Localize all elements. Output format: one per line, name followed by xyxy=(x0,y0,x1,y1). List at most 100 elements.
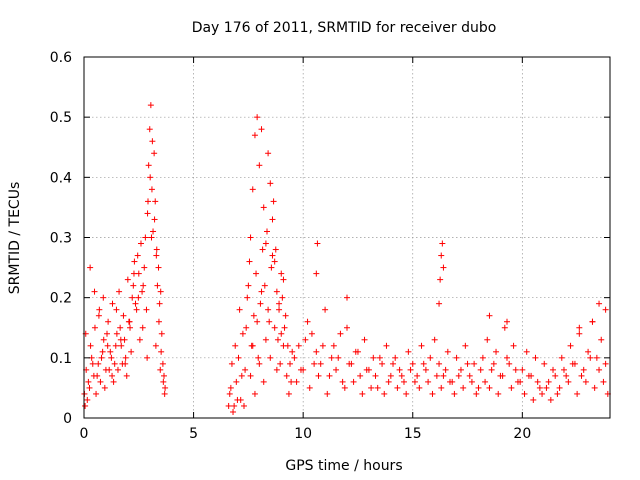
data-point xyxy=(262,336,269,343)
data-point xyxy=(100,294,107,301)
data-point xyxy=(337,330,344,337)
data-point xyxy=(108,354,115,361)
data-point xyxy=(534,378,541,385)
data-point xyxy=(431,336,438,343)
data-point xyxy=(536,384,543,391)
data-point xyxy=(330,342,337,349)
data-point xyxy=(328,354,335,361)
data-point xyxy=(468,378,475,385)
data-point xyxy=(136,336,143,343)
data-point xyxy=(591,384,598,391)
y-axis-title: SRMTID / TECUs xyxy=(7,182,23,295)
data-point xyxy=(126,318,133,325)
data-point xyxy=(523,348,530,355)
data-point xyxy=(530,396,537,403)
data-point xyxy=(254,318,261,325)
data-point xyxy=(258,288,265,295)
data-point xyxy=(451,390,458,397)
data-point xyxy=(357,372,364,379)
data-point xyxy=(95,312,102,319)
data-point xyxy=(239,330,246,337)
data-point xyxy=(409,360,416,367)
data-point xyxy=(405,348,412,355)
data-point xyxy=(569,360,576,367)
data-point xyxy=(453,354,460,361)
data-point xyxy=(324,390,331,397)
data-point xyxy=(484,336,491,343)
data-point xyxy=(269,216,276,223)
data-point xyxy=(519,366,526,373)
data-point xyxy=(427,354,434,361)
data-point xyxy=(438,384,445,391)
data-point xyxy=(159,360,166,367)
data-point xyxy=(89,360,96,367)
data-point xyxy=(444,348,451,355)
data-point xyxy=(113,306,120,313)
data-point xyxy=(158,330,165,337)
data-point xyxy=(141,264,148,271)
data-point xyxy=(117,324,124,331)
data-point xyxy=(308,330,315,337)
data-point xyxy=(106,366,113,373)
data-point xyxy=(246,258,253,265)
data-point xyxy=(473,390,480,397)
data-point xyxy=(289,348,296,355)
data-point xyxy=(140,282,147,289)
data-point xyxy=(285,390,292,397)
data-point xyxy=(149,138,156,145)
data-point xyxy=(144,198,151,205)
data-point xyxy=(157,366,164,373)
data-point xyxy=(394,384,401,391)
data-point xyxy=(244,294,251,301)
data-point xyxy=(439,240,446,247)
data-point xyxy=(145,162,152,169)
data-point xyxy=(273,288,280,295)
data-point xyxy=(287,360,294,367)
data-point xyxy=(228,360,235,367)
data-point xyxy=(109,372,116,379)
data-point xyxy=(587,354,594,361)
data-point xyxy=(111,360,118,367)
data-point xyxy=(580,366,587,373)
data-point xyxy=(499,372,506,379)
data-point xyxy=(288,378,295,385)
data-point xyxy=(158,348,165,355)
y-tick-label: 0 xyxy=(63,411,72,427)
data-point xyxy=(130,270,137,277)
data-point xyxy=(554,390,561,397)
data-point xyxy=(91,324,98,331)
data-point xyxy=(385,378,392,385)
data-point xyxy=(281,324,288,331)
data-point xyxy=(411,378,418,385)
data-point xyxy=(512,366,519,373)
data-point xyxy=(148,186,155,193)
data-point xyxy=(521,390,528,397)
data-point xyxy=(250,312,257,319)
data-point xyxy=(86,384,93,391)
data-point xyxy=(302,336,309,343)
data-point xyxy=(135,294,142,301)
y-tick-label: 0.1 xyxy=(50,351,72,367)
data-point xyxy=(267,180,274,187)
data-point xyxy=(157,288,164,295)
data-point xyxy=(576,330,583,337)
data-point xyxy=(596,366,603,373)
data-point xyxy=(260,378,267,385)
data-point xyxy=(314,240,321,247)
data-point xyxy=(479,354,486,361)
data-point xyxy=(291,354,298,361)
data-point xyxy=(256,360,263,367)
data-point xyxy=(87,342,94,349)
data-point xyxy=(265,306,272,313)
data-point xyxy=(372,372,379,379)
data-point xyxy=(152,198,159,205)
data-point xyxy=(361,336,368,343)
data-point xyxy=(407,366,414,373)
data-point xyxy=(436,360,443,367)
data-point xyxy=(387,372,394,379)
data-point xyxy=(383,342,390,349)
data-point xyxy=(144,210,151,217)
data-point xyxy=(354,348,361,355)
data-point xyxy=(154,282,161,289)
data-point xyxy=(486,312,493,319)
